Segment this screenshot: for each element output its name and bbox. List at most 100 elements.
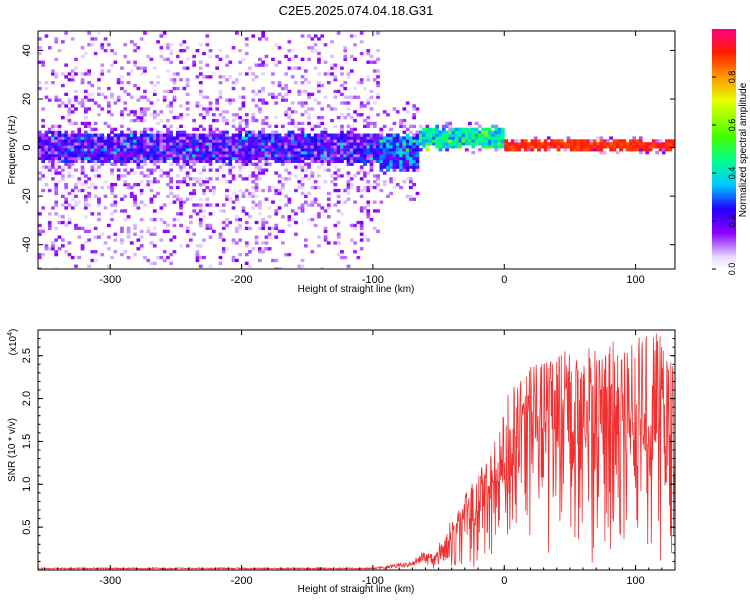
heatmap-cell — [93, 185, 98, 190]
heatmap-cell — [51, 130, 55, 134]
heatmap-cell — [146, 156, 151, 161]
heatmap-cell — [317, 51, 321, 56]
heatmap-cell — [304, 151, 308, 155]
heatmap-cell — [110, 168, 114, 172]
heatmap-cell — [146, 107, 151, 111]
heatmap-cell — [356, 188, 361, 193]
heatmap-cell — [307, 153, 311, 158]
heatmap-cell — [235, 226, 239, 230]
heatmap-cell — [274, 156, 279, 161]
heatmap-cell — [166, 174, 170, 178]
heatmap-cell — [129, 69, 134, 73]
heatmap-cell — [402, 136, 407, 140]
heatmap-cell — [326, 151, 331, 155]
heatmap-cell — [97, 153, 101, 158]
heatmap-cell — [238, 60, 242, 64]
heatmap-cell — [326, 191, 331, 196]
heatmap-cell — [244, 188, 249, 193]
heatmap-cell — [162, 139, 167, 143]
heatmap-cell — [323, 238, 328, 242]
heatmap-cell — [238, 168, 242, 172]
heatmap-cell — [156, 121, 160, 126]
heatmap-cell — [149, 130, 154, 134]
heatmap-cell — [428, 133, 433, 137]
heatmap-cell — [346, 159, 351, 163]
heatmap-cell — [478, 148, 482, 152]
heatmap-cell — [261, 118, 265, 123]
heatmap-cell — [333, 75, 338, 79]
heatmap-cell — [290, 148, 295, 152]
heatmap-cell — [264, 136, 269, 140]
heatmap-cell — [382, 148, 387, 152]
heatmap-cell — [57, 159, 62, 163]
heatmap-cell — [162, 57, 167, 61]
heatmap-cell — [84, 197, 88, 201]
heatmap-cell — [251, 156, 256, 161]
heatmap-cell — [333, 95, 338, 99]
heatmap-cell — [110, 95, 114, 99]
heatmap-cell — [409, 145, 413, 149]
heatmap-cell — [208, 203, 213, 207]
heatmap-cell — [126, 127, 131, 131]
heatmap-cell — [448, 127, 453, 131]
heatmap-cell — [317, 72, 321, 76]
heatmap-cell — [80, 101, 85, 105]
heatmap-cell — [497, 133, 502, 137]
heatmap-cell — [323, 60, 328, 64]
heatmap-cell — [185, 151, 190, 155]
heatmap-cell — [297, 162, 302, 166]
heatmap-cell — [326, 148, 331, 152]
heatmap-cell — [192, 118, 196, 123]
heatmap-cell — [310, 107, 315, 111]
heatmap-cell — [405, 153, 410, 158]
heatmap-cell — [294, 133, 298, 137]
heatmap-cell — [346, 151, 351, 155]
heatmap-cell — [277, 206, 282, 210]
heatmap-cell — [346, 72, 351, 76]
heatmap-cell — [277, 145, 282, 149]
heatmap-cell — [464, 148, 469, 152]
heatmap-cell — [317, 81, 321, 85]
y-tick-label: -40 — [21, 237, 33, 253]
snr-y-exponent: (x104) — [7, 329, 19, 356]
heatmap-cell — [530, 142, 535, 146]
heatmap-cell — [471, 145, 476, 149]
heatmap-cell — [359, 81, 364, 85]
heatmap-cell — [205, 107, 210, 111]
heatmap-cell — [632, 148, 636, 152]
heatmap-cell — [198, 43, 203, 47]
heatmap-cell — [235, 116, 239, 120]
heatmap-cell — [77, 153, 82, 158]
heatmap-cell — [300, 209, 305, 213]
heatmap-cell — [123, 43, 128, 47]
heatmap-cell — [304, 78, 308, 82]
heatmap-cell — [264, 151, 269, 155]
heatmap-cell — [61, 203, 65, 207]
heatmap-cell — [179, 142, 183, 146]
heatmap-cell — [330, 54, 334, 59]
heatmap-cell — [317, 165, 321, 169]
heatmap-cell — [418, 124, 423, 128]
heatmap-cell — [133, 43, 137, 47]
heatmap-cell — [189, 156, 193, 161]
heatmap-cell — [189, 139, 193, 143]
heatmap-cell — [84, 142, 88, 146]
heatmap-cell — [113, 200, 118, 204]
heatmap-cell — [474, 142, 479, 146]
heatmap-cell — [205, 156, 210, 161]
heatmap-cell — [51, 142, 55, 146]
heatmap-cell — [343, 95, 348, 99]
heatmap-cell — [192, 232, 196, 236]
heatmap-cell — [129, 133, 134, 137]
heatmap-cell — [287, 139, 292, 143]
heatmap-cell — [87, 177, 91, 181]
heatmap-cell — [514, 148, 518, 152]
heatmap-cell — [284, 153, 288, 158]
heatmap-cell — [346, 183, 351, 187]
heatmap-cell — [336, 116, 341, 120]
heatmap-cell — [218, 153, 223, 158]
heatmap-cell — [159, 133, 164, 137]
heatmap-cell — [343, 200, 348, 204]
heatmap-cell — [251, 136, 256, 140]
heatmap-cell — [287, 223, 292, 228]
